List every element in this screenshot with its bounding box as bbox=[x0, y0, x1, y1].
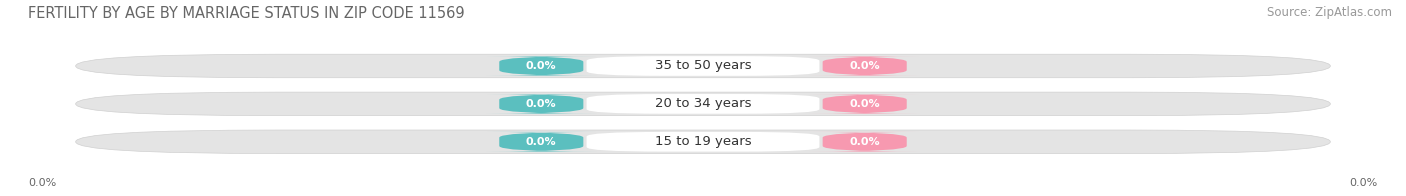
Text: 0.0%: 0.0% bbox=[526, 99, 557, 109]
Text: 0.0%: 0.0% bbox=[1350, 178, 1378, 188]
FancyBboxPatch shape bbox=[586, 94, 820, 114]
Text: 0.0%: 0.0% bbox=[849, 99, 880, 109]
FancyBboxPatch shape bbox=[586, 56, 820, 76]
Text: 20 to 34 years: 20 to 34 years bbox=[655, 97, 751, 110]
Text: 0.0%: 0.0% bbox=[849, 61, 880, 71]
Text: 0.0%: 0.0% bbox=[28, 178, 56, 188]
FancyBboxPatch shape bbox=[76, 54, 1330, 78]
Text: 0.0%: 0.0% bbox=[849, 137, 880, 147]
FancyBboxPatch shape bbox=[586, 132, 820, 152]
FancyBboxPatch shape bbox=[486, 56, 596, 76]
FancyBboxPatch shape bbox=[76, 92, 1330, 116]
FancyBboxPatch shape bbox=[810, 94, 920, 114]
FancyBboxPatch shape bbox=[486, 94, 596, 114]
FancyBboxPatch shape bbox=[810, 132, 920, 152]
Text: FERTILITY BY AGE BY MARRIAGE STATUS IN ZIP CODE 11569: FERTILITY BY AGE BY MARRIAGE STATUS IN Z… bbox=[28, 6, 465, 21]
Text: 0.0%: 0.0% bbox=[526, 61, 557, 71]
FancyBboxPatch shape bbox=[486, 132, 596, 152]
Text: 35 to 50 years: 35 to 50 years bbox=[655, 60, 751, 73]
Text: 15 to 19 years: 15 to 19 years bbox=[655, 135, 751, 148]
FancyBboxPatch shape bbox=[810, 56, 920, 76]
FancyBboxPatch shape bbox=[76, 130, 1330, 153]
Text: 0.0%: 0.0% bbox=[526, 137, 557, 147]
Text: Source: ZipAtlas.com: Source: ZipAtlas.com bbox=[1267, 6, 1392, 19]
